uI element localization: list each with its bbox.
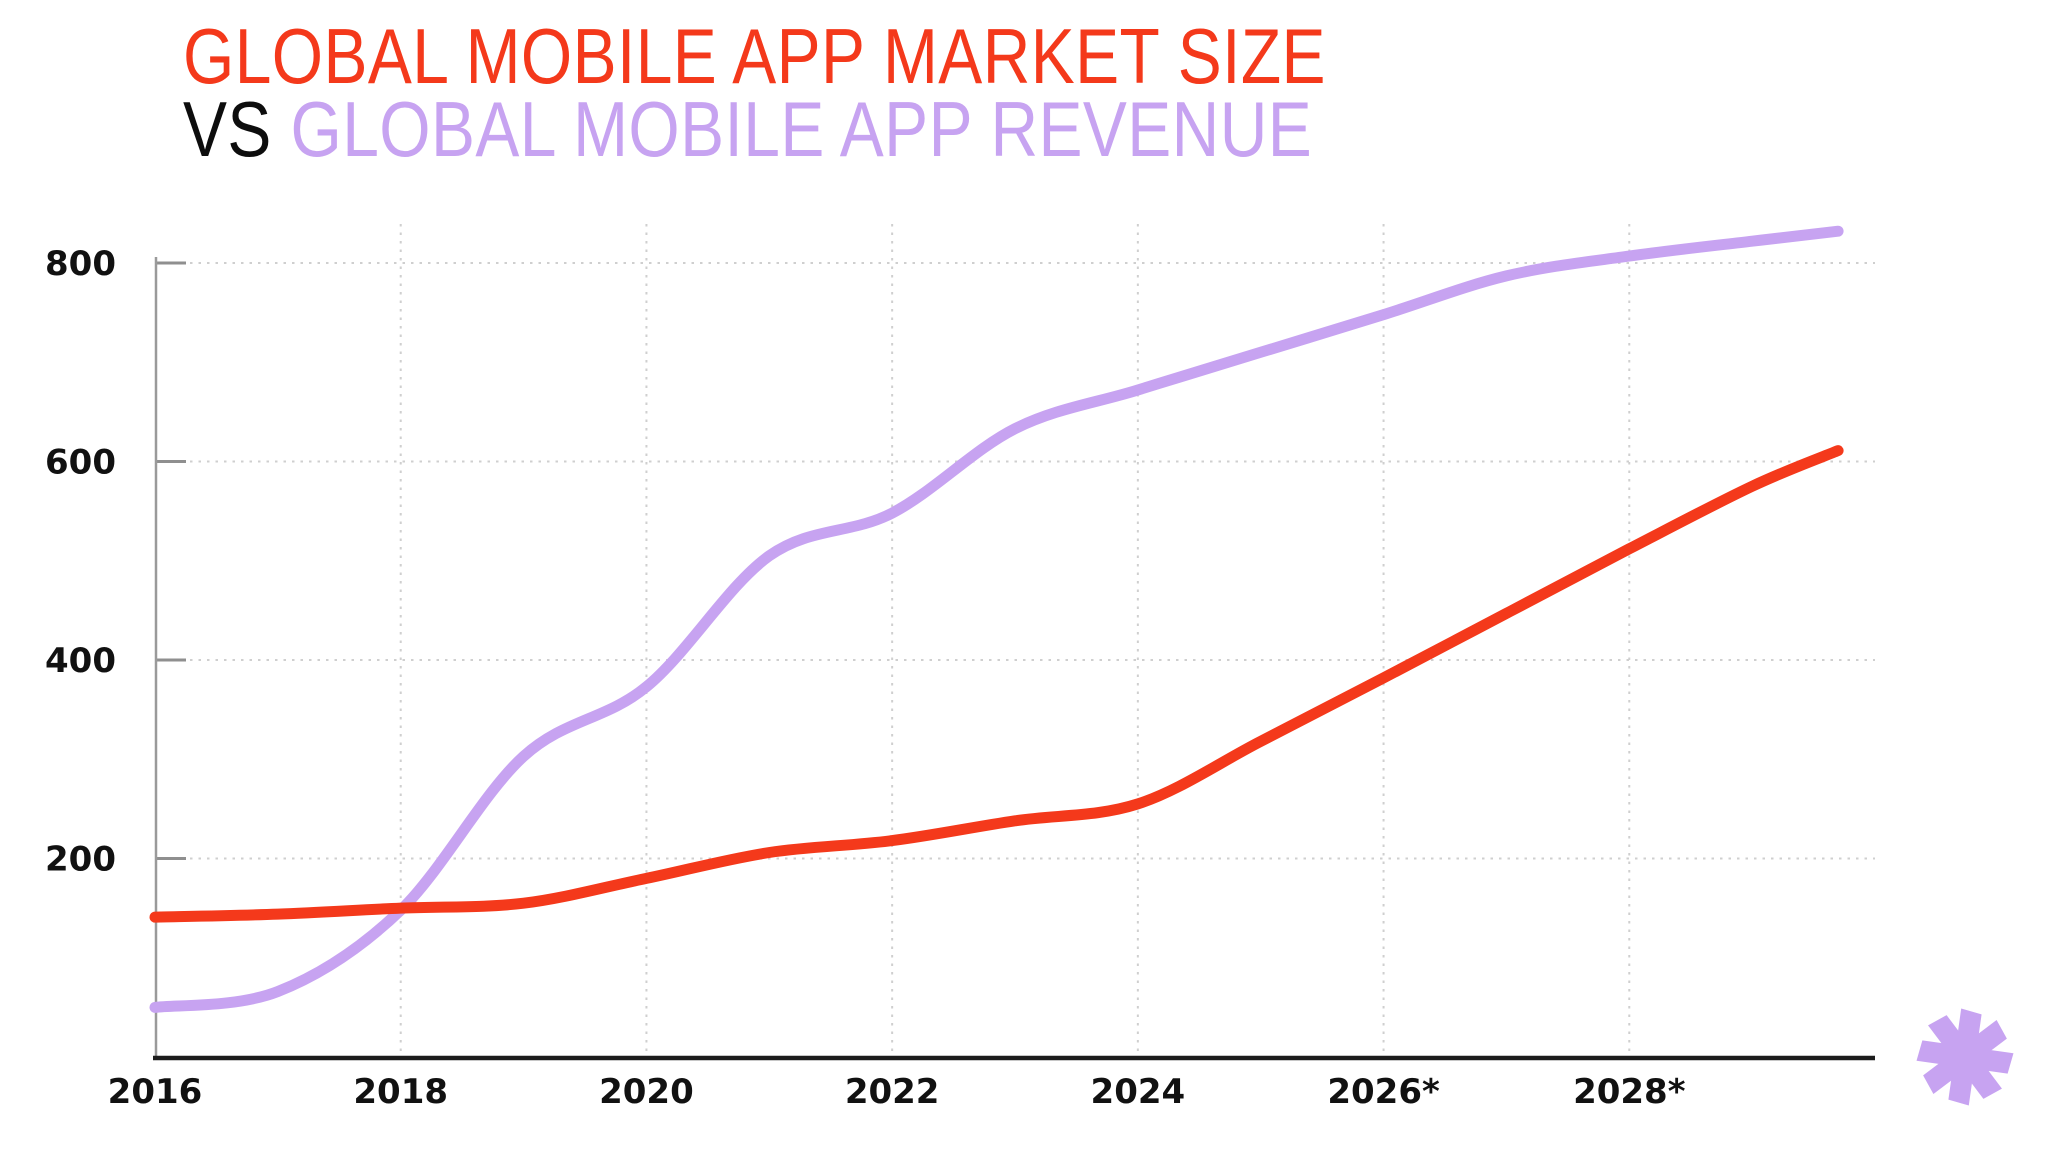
market-size-line <box>149 445 1844 923</box>
asterisk-arm <box>1923 1020 2007 1094</box>
x-axis-label: 2026* <box>1327 1072 1440 1112</box>
y-axis-label: 200 <box>45 840 116 880</box>
x-axis-labels: 2016 2018 2020 2022 2024 2026* 2028* <box>108 1072 1686 1112</box>
asterisk-icon <box>1916 1008 2014 1106</box>
x-axis-label: 2024 <box>1091 1072 1186 1112</box>
x-axis-label: 2028* <box>1573 1072 1686 1112</box>
revenue-line <box>149 225 1844 1013</box>
y-axis-label: 400 <box>45 641 116 681</box>
h-gridlines <box>156 262 1875 860</box>
v-gridlines <box>399 224 1631 1054</box>
y-axis-label: 600 <box>45 443 116 483</box>
x-axis-label: 2022 <box>845 1072 940 1112</box>
title-revenue: GLOBAL MOBILE APP REVENUE <box>290 85 1313 173</box>
title-market-size: GLOBAL MOBILE APP MARKET SIZE <box>183 12 1326 100</box>
title-vs: VS <box>183 85 272 173</box>
x-axis-label: 2020 <box>599 1072 694 1112</box>
chart-title: GLOBAL MOBILE APP MARKET SIZE VS GLOBAL M… <box>183 17 1326 168</box>
y-axis-label: 800 <box>45 244 116 284</box>
x-axis-label: 2016 <box>108 1072 203 1112</box>
y-axis-ticks <box>156 261 186 860</box>
x-axis-label: 2018 <box>353 1072 448 1112</box>
y-axis-labels: 200 400 600 800 <box>45 244 116 880</box>
